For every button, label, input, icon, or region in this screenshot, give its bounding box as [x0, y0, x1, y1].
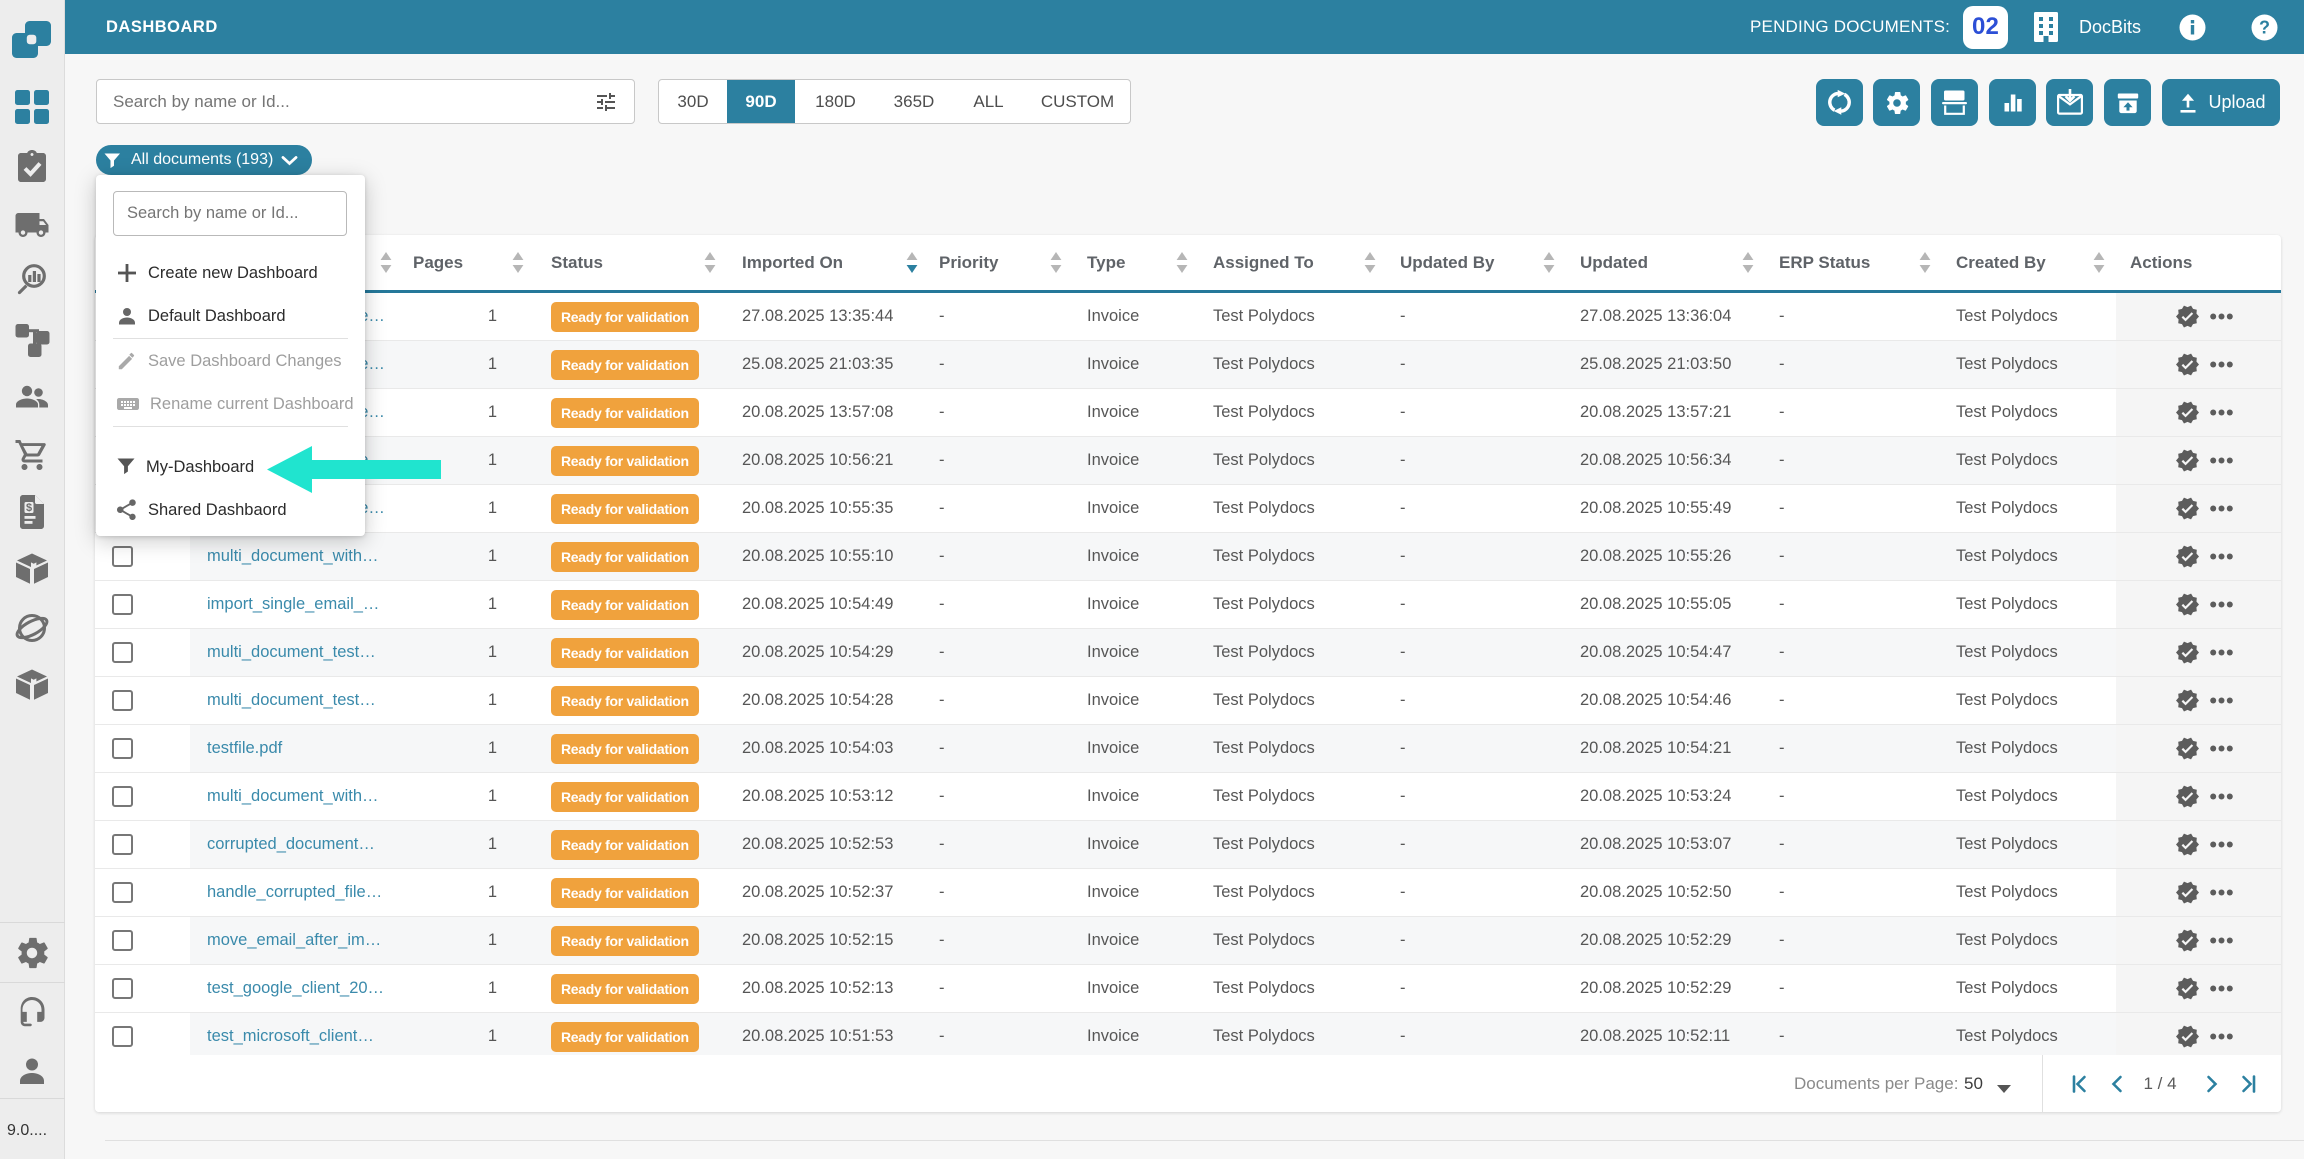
svg-text:$: $ — [26, 502, 32, 514]
svg-text:?: ? — [2259, 17, 2270, 37]
